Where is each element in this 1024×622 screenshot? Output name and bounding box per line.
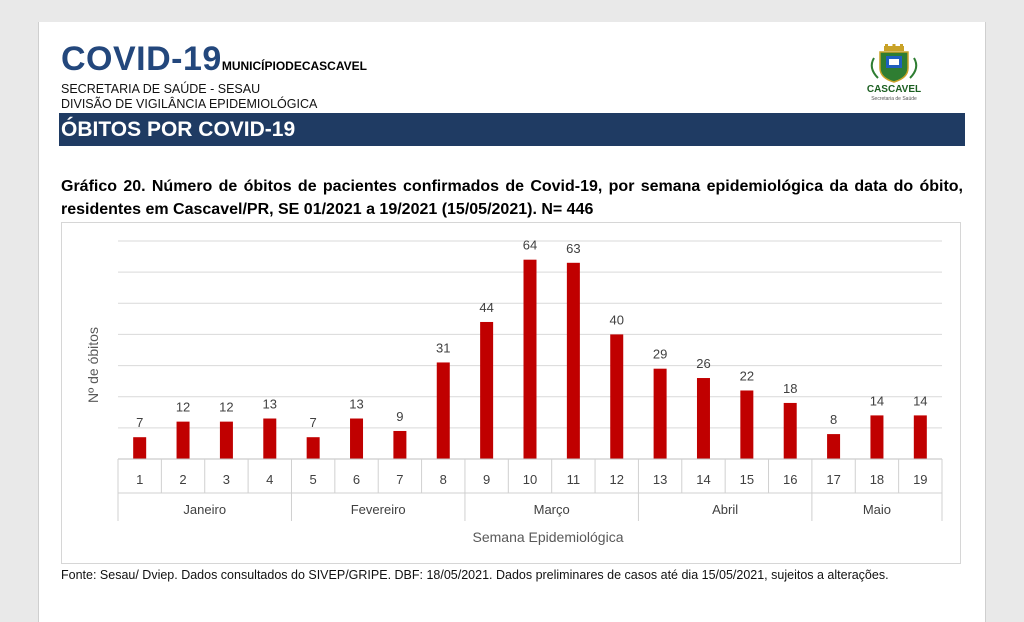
bar-week-6 bbox=[350, 418, 364, 459]
bar-week-4 bbox=[263, 418, 277, 459]
x-tick-label: 19 bbox=[913, 472, 927, 487]
bar-week-16 bbox=[783, 402, 797, 459]
data-label-week-6: 13 bbox=[349, 397, 363, 412]
x-tick-label: 9 bbox=[483, 472, 490, 487]
x-tick-label: 2 bbox=[179, 472, 186, 487]
bar-week-2 bbox=[176, 421, 190, 459]
department-line: SECRETARIA DE SAÚDE - SESAU bbox=[61, 82, 261, 96]
logo-wordmark: CASCAVEL bbox=[866, 84, 922, 95]
x-tick-label: 5 bbox=[310, 472, 317, 487]
data-label-week-17: 8 bbox=[830, 412, 837, 427]
source-footnote: Fonte: Sesau/ Dviep. Dados consultados d… bbox=[61, 568, 889, 582]
y-axis-label: Nº de óbitos bbox=[85, 327, 101, 403]
x-tick-label: 10 bbox=[523, 472, 537, 487]
x-tick-label: 1 bbox=[136, 472, 143, 487]
brand-title: COVID-19MUNICÍPIODECASCAVEL bbox=[61, 40, 367, 79]
logo-subtitle: Secretaria de Saúde bbox=[871, 96, 917, 102]
x-tick-label: 16 bbox=[783, 472, 797, 487]
city-logo: CASCAVEL Secretaria de Saúde bbox=[854, 44, 934, 104]
data-label-week-4: 13 bbox=[263, 397, 277, 412]
x-tick-label: 11 bbox=[567, 472, 581, 487]
group-label-fevereiro: Fevereiro bbox=[351, 502, 406, 517]
data-label-week-1: 7 bbox=[136, 415, 143, 430]
data-label-week-5: 7 bbox=[310, 415, 317, 430]
bar-week-14 bbox=[696, 378, 710, 459]
bar-week-11 bbox=[566, 262, 580, 459]
bar-week-5 bbox=[306, 437, 320, 459]
bar-week-13 bbox=[653, 368, 667, 459]
x-tick-label: 6 bbox=[353, 472, 360, 487]
x-tick-label: 3 bbox=[223, 472, 230, 487]
brand-title-big: COVID-19 bbox=[61, 40, 222, 78]
x-tick-label: 7 bbox=[396, 472, 403, 487]
data-label-week-7: 9 bbox=[396, 409, 403, 424]
bar-week-7 bbox=[393, 430, 407, 459]
bar-week-12 bbox=[610, 334, 624, 459]
x-tick-label: 12 bbox=[610, 472, 624, 487]
data-label-week-12: 40 bbox=[610, 312, 624, 327]
bar-week-19 bbox=[913, 415, 927, 459]
x-tick-label: 15 bbox=[740, 472, 754, 487]
data-label-week-13: 29 bbox=[653, 347, 667, 362]
group-label-janeiro: Janeiro bbox=[183, 502, 226, 517]
x-tick-label: 4 bbox=[266, 472, 273, 487]
data-label-week-14: 26 bbox=[696, 356, 710, 371]
data-label-week-15: 22 bbox=[740, 368, 754, 383]
x-tick-label: 8 bbox=[440, 472, 447, 487]
coat-of-arms-icon bbox=[870, 44, 918, 83]
x-tick-label: 14 bbox=[696, 472, 710, 487]
x-tick-label: 18 bbox=[870, 472, 884, 487]
data-label-week-16: 18 bbox=[783, 381, 797, 396]
x-tick-label: 13 bbox=[653, 472, 667, 487]
brand-title-small: MUNICÍPIODECASCAVEL bbox=[221, 59, 367, 73]
data-label-week-8: 31 bbox=[436, 340, 450, 355]
data-label-week-18: 14 bbox=[870, 393, 884, 408]
bar-week-8 bbox=[436, 362, 450, 459]
bar-week-18 bbox=[870, 415, 884, 459]
data-label-week-11: 63 bbox=[566, 241, 580, 256]
section-title: ÓBITOS POR COVID-19 bbox=[59, 113, 965, 146]
bar-week-10 bbox=[523, 259, 537, 459]
bar-week-17 bbox=[827, 434, 841, 459]
bar-week-1 bbox=[133, 437, 147, 459]
group-label-março: Março bbox=[534, 502, 570, 517]
data-label-week-9: 44 bbox=[479, 300, 493, 315]
data-label-week-19: 14 bbox=[913, 393, 927, 408]
data-label-week-10: 64 bbox=[523, 238, 537, 253]
group-label-abril: Abril bbox=[712, 502, 738, 517]
division-line: DIVISÃO DE VIGILÂNCIA EPIDEMIOLÓGICA bbox=[61, 97, 318, 111]
report-page: COVID-19MUNICÍPIODECASCAVEL SECRETARIA D… bbox=[38, 22, 986, 622]
group-label-maio: Maio bbox=[863, 502, 891, 517]
bar-week-3 bbox=[219, 421, 233, 459]
bar-week-15 bbox=[740, 390, 754, 459]
bar-week-9 bbox=[480, 321, 494, 459]
x-axis-label: Semana Epidemiológica bbox=[473, 529, 624, 545]
data-label-week-3: 12 bbox=[219, 400, 233, 415]
data-label-week-2: 12 bbox=[176, 400, 190, 415]
chart-title: Gráfico 20. Número de óbitos de paciente… bbox=[61, 178, 963, 218]
x-tick-label: 17 bbox=[826, 472, 840, 487]
